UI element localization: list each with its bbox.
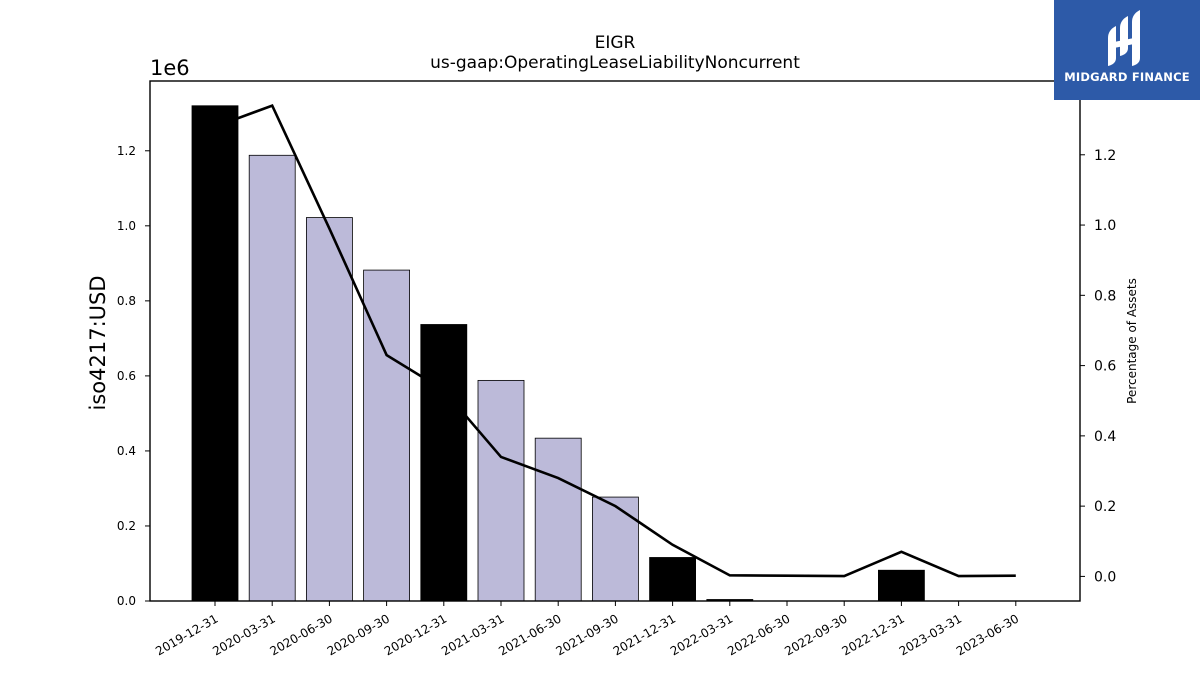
percentage-of-assets-line	[214, 103, 1016, 578]
y-tick-label: 1.2	[117, 144, 136, 158]
bars-group	[191, 105, 925, 602]
y2-tick-label: 0.2	[1094, 499, 1116, 515]
y-tick-label: 1.0	[117, 219, 136, 233]
x-tick-label: 2023-06-30	[954, 611, 1021, 658]
bar-2022-12-31	[878, 569, 925, 602]
y2-tick-label: 1.2	[1094, 148, 1116, 164]
y2-tick-label: 0.0	[1094, 569, 1116, 585]
x-tick-label: 2021-09-30	[553, 611, 620, 658]
x-tick-label: 2021-03-31	[439, 611, 506, 658]
y2-tick-label: 1.0	[1094, 218, 1116, 234]
midgard-logo-icon	[1108, 10, 1140, 66]
y-tick-label: 0.2	[117, 519, 136, 533]
y-tick-label: 0.8	[117, 294, 136, 308]
y-tick-label: 0.6	[117, 369, 136, 383]
x-tick-label: 2020-03-31	[210, 611, 277, 658]
bar-2020-03-31	[248, 154, 296, 602]
brand-logo: MIDGARD FINANCE	[1054, 0, 1200, 100]
bar-2020-06-30	[305, 217, 353, 602]
x-tick-label: 2020-12-31	[382, 611, 449, 658]
y2-tick-label: 0.6	[1094, 359, 1116, 375]
x-tick-label: 2022-03-31	[668, 611, 735, 658]
bar-2021-03-31	[477, 379, 525, 602]
bar-2020-09-30	[363, 269, 411, 602]
x-tick-label: 2020-09-30	[325, 611, 392, 658]
bar-2019-12-31	[191, 105, 239, 602]
chart-title: EIGR	[595, 33, 636, 53]
y2-tick-label: 0.8	[1094, 288, 1116, 304]
x-tick-label: 2023-03-31	[897, 611, 964, 658]
y2-axis-label: Percentage of Assets	[1125, 278, 1139, 404]
bar-2021-09-30	[592, 496, 639, 602]
bar-2020-12-31	[420, 324, 468, 602]
x-tick-label: 2019-12-31	[153, 611, 220, 658]
x-tick-label: 2022-06-30	[725, 611, 792, 658]
x-tick-label: 2021-12-31	[611, 611, 678, 658]
chart-subtitle: us-gaap:OperatingLeaseLiabilityNoncurren…	[430, 53, 800, 73]
bar-2021-12-31	[649, 557, 696, 602]
y-axis-multiplier: 1e6	[150, 56, 190, 80]
x-tick-label: 2021-06-30	[496, 611, 563, 658]
y-tick-label: 0.0	[117, 594, 136, 608]
brand-name: MIDGARD FINANCE	[1064, 70, 1190, 84]
line-group	[214, 103, 1016, 578]
x-tick-label: 2022-12-31	[839, 611, 906, 658]
x-tick-label: 2022-09-30	[782, 611, 849, 658]
y2-tick-label: 0.4	[1094, 429, 1116, 445]
y-axis-label: iso4217:USD	[86, 275, 110, 410]
bar-2021-06-30	[534, 437, 582, 602]
y-tick-label: 0.4	[117, 444, 136, 458]
x-tick-label: 2020-06-30	[267, 611, 334, 658]
